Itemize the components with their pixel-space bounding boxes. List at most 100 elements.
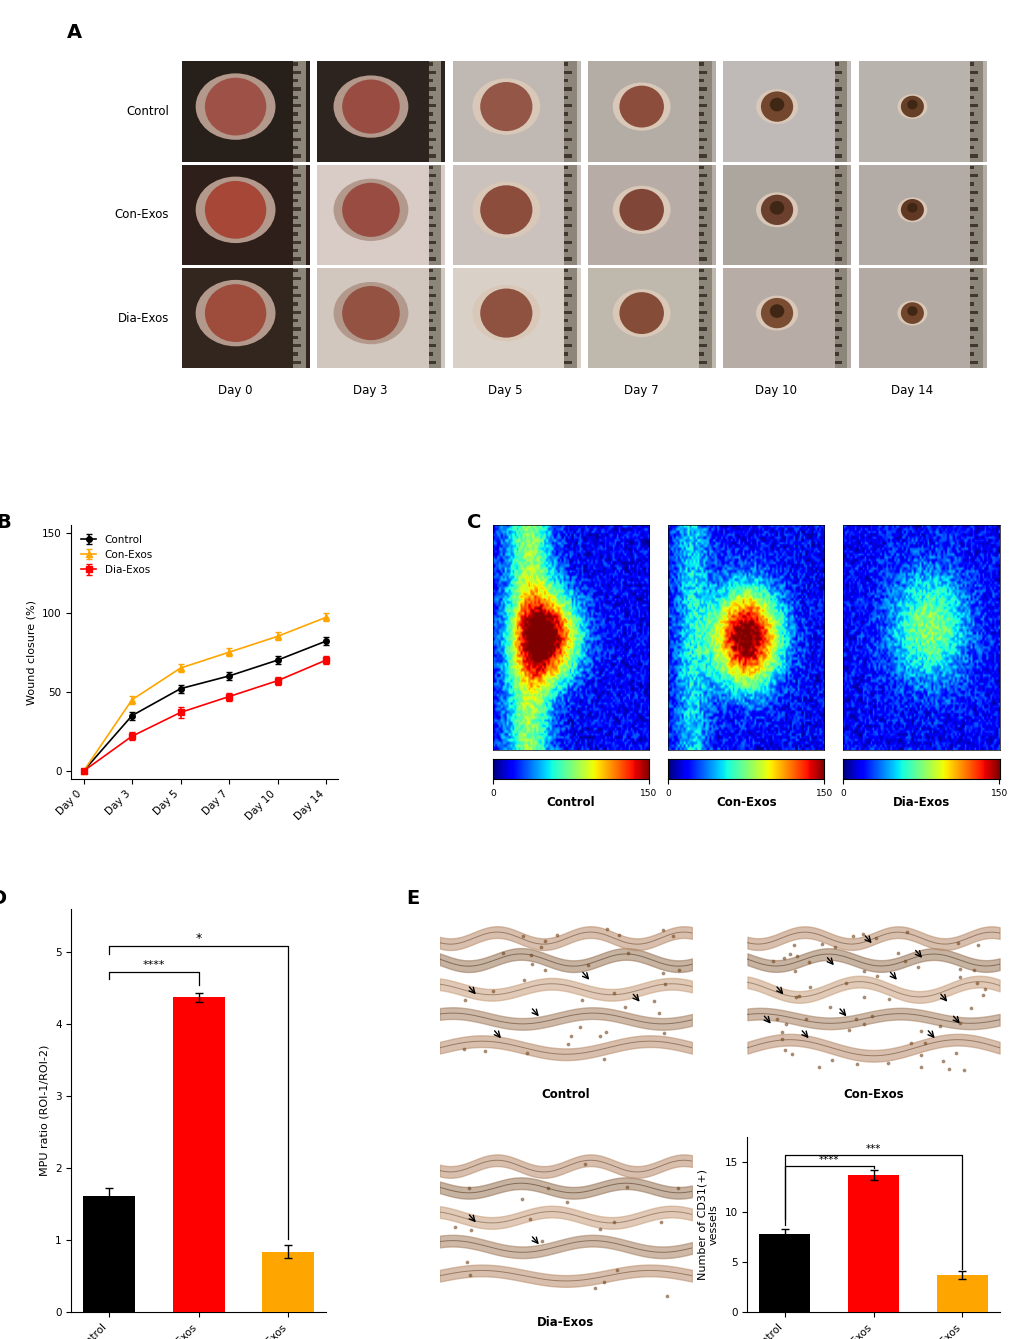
Point xyxy=(821,996,838,1018)
Bar xyxy=(847,1174,899,1312)
Bar xyxy=(292,241,301,244)
Point xyxy=(668,1178,685,1200)
Point xyxy=(494,943,511,964)
Bar xyxy=(564,268,576,368)
Bar xyxy=(834,268,847,368)
Bar xyxy=(317,62,444,162)
Point xyxy=(580,955,596,976)
Ellipse shape xyxy=(897,94,926,119)
Point xyxy=(522,1209,538,1231)
Bar xyxy=(292,63,298,66)
Bar xyxy=(172,998,224,1312)
Bar xyxy=(428,182,433,186)
Bar xyxy=(699,216,703,220)
Bar xyxy=(292,344,301,347)
Bar xyxy=(292,224,301,228)
Bar xyxy=(834,62,847,162)
Ellipse shape xyxy=(897,301,926,325)
Bar xyxy=(699,71,706,74)
Legend: Control, Con-Exos, Dia-Exos: Control, Con-Exos, Dia-Exos xyxy=(76,530,157,580)
Bar xyxy=(452,62,580,162)
Ellipse shape xyxy=(897,197,926,222)
Bar xyxy=(722,268,851,368)
Point xyxy=(485,980,501,1002)
Bar xyxy=(834,79,839,82)
Ellipse shape xyxy=(472,285,540,341)
Bar xyxy=(969,63,973,66)
Bar xyxy=(969,146,973,149)
Bar xyxy=(699,121,706,125)
Point xyxy=(776,1014,793,1035)
Point xyxy=(968,972,984,994)
Ellipse shape xyxy=(906,204,917,213)
Text: C: C xyxy=(467,513,481,532)
Bar xyxy=(699,62,711,162)
Bar xyxy=(564,233,568,236)
Bar xyxy=(428,268,441,368)
Point xyxy=(772,1028,789,1050)
Point xyxy=(533,936,549,957)
Bar xyxy=(834,257,842,261)
Bar xyxy=(969,87,976,91)
Bar xyxy=(428,200,433,202)
Bar xyxy=(699,87,706,91)
Bar xyxy=(292,268,306,368)
Point xyxy=(536,931,552,952)
Bar xyxy=(292,303,298,305)
Point xyxy=(810,1056,826,1078)
Bar xyxy=(292,285,298,289)
Point xyxy=(558,1032,575,1054)
Point xyxy=(951,967,967,988)
Bar xyxy=(969,268,981,368)
Point xyxy=(844,925,860,947)
Bar xyxy=(587,165,715,265)
Point xyxy=(933,1051,950,1073)
Ellipse shape xyxy=(205,284,266,341)
Point xyxy=(477,1040,493,1062)
Ellipse shape xyxy=(205,181,266,238)
Text: Control: Control xyxy=(126,104,169,118)
Bar xyxy=(292,269,298,272)
Ellipse shape xyxy=(755,90,797,125)
Bar xyxy=(292,216,298,220)
Bar xyxy=(564,285,568,289)
Bar xyxy=(564,190,571,194)
Bar xyxy=(834,208,842,210)
Bar xyxy=(292,79,298,82)
Point xyxy=(867,927,883,948)
Ellipse shape xyxy=(333,283,408,344)
Bar xyxy=(969,224,976,228)
Bar xyxy=(564,138,571,141)
Bar xyxy=(292,165,306,265)
Bar xyxy=(969,71,976,74)
Ellipse shape xyxy=(900,200,923,221)
Bar xyxy=(564,71,571,74)
Bar xyxy=(834,87,842,91)
Bar xyxy=(699,154,706,158)
Bar xyxy=(428,146,433,149)
Bar xyxy=(428,303,433,305)
Bar xyxy=(834,285,839,289)
Bar xyxy=(699,233,703,236)
Point xyxy=(909,957,925,979)
Ellipse shape xyxy=(196,177,275,244)
Bar xyxy=(292,62,306,162)
Bar xyxy=(428,71,436,74)
Bar xyxy=(699,182,703,186)
Point xyxy=(595,1048,611,1070)
Ellipse shape xyxy=(900,303,923,324)
Ellipse shape xyxy=(333,178,408,241)
Bar xyxy=(292,146,298,149)
Bar xyxy=(428,216,433,220)
Bar xyxy=(699,269,703,272)
Point xyxy=(791,986,807,1007)
Point xyxy=(898,921,914,943)
Bar xyxy=(564,166,568,169)
Bar xyxy=(834,166,839,169)
Text: Con-Exos: Con-Exos xyxy=(114,209,169,221)
Point xyxy=(616,996,633,1018)
Bar xyxy=(564,182,568,186)
Bar xyxy=(834,71,842,74)
Ellipse shape xyxy=(480,82,532,131)
Bar xyxy=(564,360,571,364)
